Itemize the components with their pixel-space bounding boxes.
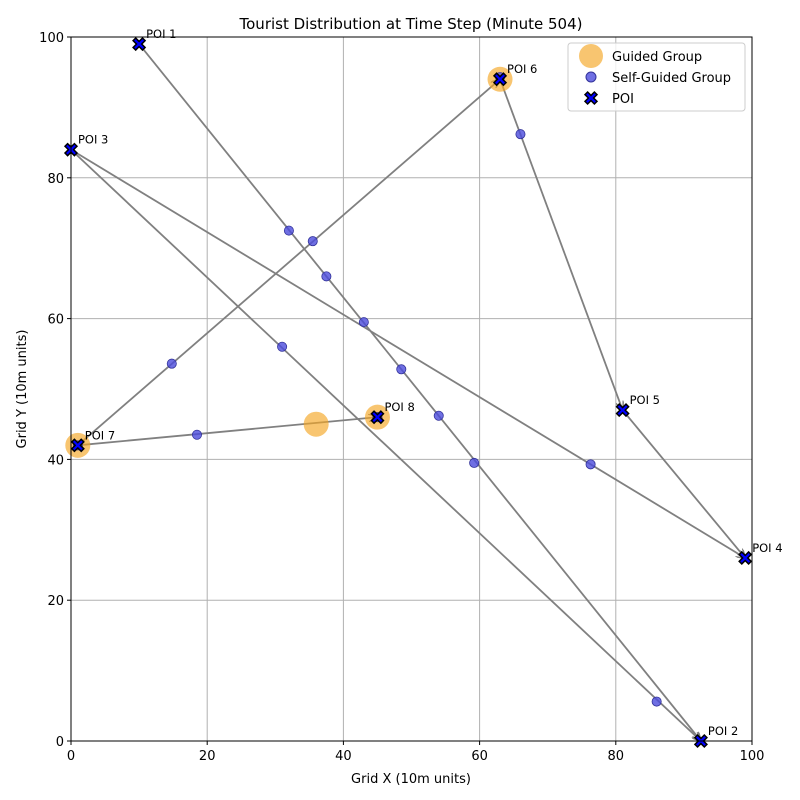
route-arrow (70, 148, 745, 558)
y-axis-label: Grid Y (10m units) (15, 330, 30, 449)
self-guided-group-marker (585, 459, 596, 470)
route-arrow (499, 78, 623, 410)
poi-label: POI 2 (708, 724, 738, 738)
legend-guided-label: Guided Group (612, 50, 702, 65)
y-tick-label: 100 (39, 31, 64, 46)
self-guided-group-marker (515, 129, 526, 140)
poi-marker (492, 72, 508, 87)
poi-markers (63, 36, 753, 749)
poi-label: POI 3 (78, 133, 108, 147)
x-tick-label: 20 (199, 749, 216, 764)
legend-self-marker (585, 71, 597, 83)
grid-lines (70, 36, 753, 742)
x-tick-label: 60 (471, 749, 488, 764)
self-guided-group-marker (358, 317, 369, 328)
legend-box (567, 42, 746, 112)
self-guided-group-marker (469, 457, 480, 468)
x-tick-label: 40 (335, 749, 352, 764)
guided-group-marker (303, 411, 329, 437)
y-tick-label: 40 (47, 453, 64, 468)
legend-guided-marker (579, 44, 603, 68)
y-tick-label: 0 (56, 735, 64, 750)
self-guided-group-marker (396, 364, 407, 375)
self-guided-group-marker (166, 358, 177, 369)
route-lines (70, 43, 746, 741)
self-guided-group-marker (283, 225, 294, 236)
legend-poi-label: POI (612, 92, 634, 107)
poi-marker (70, 438, 85, 453)
legend: Guided Group Self-Guided Group POI (567, 42, 746, 112)
route-arrow (77, 79, 500, 447)
poi-label: POI 8 (384, 400, 414, 414)
y-tick-label: 80 (47, 172, 64, 187)
poi-label: POI 5 (630, 393, 660, 407)
route-arrow (77, 417, 378, 447)
self-guided-group-marker (321, 271, 332, 282)
legend-poi-marker (583, 90, 599, 106)
y-tick-label: 60 (47, 313, 64, 328)
axis-ticks: 0 20 40 60 80 100 0 20 40 60 80 100 (39, 31, 764, 764)
x-axis-label: Grid X (10m units) (351, 772, 471, 787)
self-guided-group-marker (277, 341, 288, 352)
self-guided-group-marker (433, 410, 444, 421)
poi-marker (132, 36, 147, 52)
self-guided-group-markers (72, 72, 662, 707)
poi-marker (738, 550, 753, 566)
plot-frame (70, 36, 753, 742)
route-arrow (138, 43, 701, 741)
poi-label: POI 7 (85, 428, 115, 442)
y-tick-label: 20 (47, 594, 64, 609)
poi-label: POI 6 (507, 62, 537, 76)
self-guided-group-marker (651, 696, 662, 707)
poi-marker (615, 403, 630, 418)
poi-label: POI 1 (146, 27, 176, 41)
poi-marker (370, 410, 385, 425)
x-tick-label: 80 (608, 749, 625, 764)
x-tick-label: 0 (67, 749, 75, 764)
poi-label: POI 4 (752, 541, 782, 555)
self-guided-group-marker (191, 429, 202, 440)
x-tick-label: 100 (740, 749, 765, 764)
poi-labels: POI 1 POI 2 POI 3 POI 4 POI 5 POI 6 POI 7 POI 8 (78, 27, 783, 738)
route-arrow (70, 148, 701, 741)
route-arrow (621, 409, 746, 558)
chart-title: Tourist Distribution at Time Step (Minut… (239, 15, 583, 33)
self-guided-group-marker (307, 236, 318, 247)
legend-self-label: Self-Guided Group (612, 71, 731, 86)
